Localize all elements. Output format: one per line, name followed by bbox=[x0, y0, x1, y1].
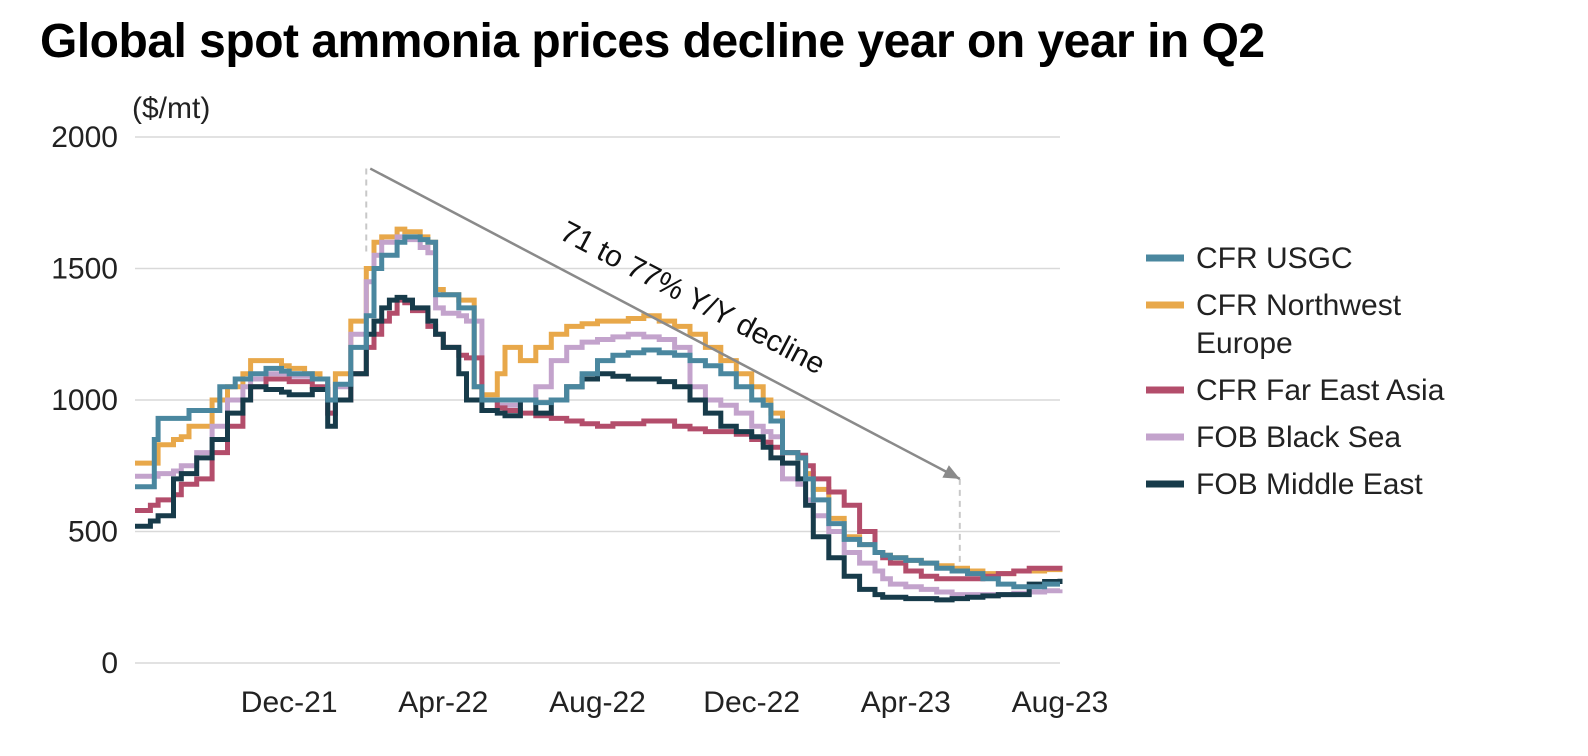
series-line-cfr-northwest-europe bbox=[135, 226, 1063, 577]
annotation-guides bbox=[365, 168, 961, 579]
legend-item: CFR Northwest Europe bbox=[1146, 289, 1402, 360]
legend-label: CFR Northwest bbox=[1196, 289, 1402, 322]
annotation-arrow-head bbox=[942, 465, 960, 479]
annotation: 71 to 77% Y/Y decline bbox=[369, 167, 961, 481]
legend-item: CFR USGC bbox=[1146, 242, 1353, 275]
y-tick-label: 1000 bbox=[51, 384, 118, 417]
x-tick-label: Aug-23 bbox=[1012, 686, 1109, 719]
legend-label: CFR USGC bbox=[1196, 242, 1353, 275]
y-tick-label: 500 bbox=[68, 516, 118, 549]
x-tick-label: Dec-21 bbox=[241, 686, 338, 719]
axes: 0 500 1000 1500 2000 Dec-21 Apr-22 Aug-22 Dec-22… bbox=[51, 121, 1108, 719]
legend-label: CFR Far East Asia bbox=[1196, 374, 1445, 407]
y-tick-label: 1500 bbox=[51, 253, 118, 286]
legend-label: FOB Black Sea bbox=[1196, 421, 1401, 454]
legend-label: FOB Middle East bbox=[1196, 468, 1423, 501]
gridlines bbox=[135, 136, 1060, 664]
annotation-arrow-line bbox=[369, 167, 961, 481]
x-tick-label: Dec-22 bbox=[703, 686, 800, 719]
chart-title: Global spot ammonia prices decline year … bbox=[40, 15, 1265, 68]
legend-item: FOB Black Sea bbox=[1146, 421, 1401, 454]
legend-item: CFR Far East Asia bbox=[1146, 374, 1445, 407]
y-tick-label: 2000 bbox=[51, 121, 118, 154]
legend-item: FOB Middle East bbox=[1146, 468, 1423, 501]
x-tick-label: Apr-22 bbox=[398, 686, 488, 719]
x-tick-label: Apr-23 bbox=[861, 686, 951, 719]
legend: CFR USGC CFR Northwest Europe CFR Far East … bbox=[1146, 242, 1445, 501]
legend-label: Europe bbox=[1196, 327, 1293, 360]
series-line-fob-black-sea bbox=[135, 234, 1063, 598]
y-axis-label: ($/mt) bbox=[132, 92, 210, 125]
annotation-text: 71 to 77% Y/Y decline bbox=[555, 215, 831, 381]
series-lines bbox=[135, 226, 1063, 603]
series-line-cfr-usgc bbox=[135, 234, 1060, 590]
x-tick-label: Aug-22 bbox=[549, 686, 646, 719]
y-tick-label: 0 bbox=[101, 647, 118, 680]
